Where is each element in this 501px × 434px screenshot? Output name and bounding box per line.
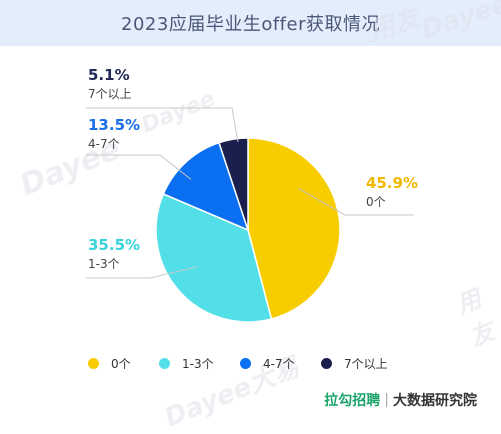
data-label-cat-1: 1-3个 — [88, 257, 120, 271]
brand-logo-text: 拉勾招聘 — [324, 393, 381, 409]
legend-label: 0个 — [111, 357, 131, 371]
footer-separator: | — [384, 392, 389, 408]
data-label-cat-2: 4-7个 — [88, 137, 120, 151]
data-label-pct-2: 13.5% — [88, 116, 140, 134]
legend-label: 1-3个 — [182, 357, 214, 371]
pie-slice-1 — [155, 193, 273, 323]
legend-label: 7个以上 — [344, 357, 388, 371]
legend-item-3: 7个以上 — [321, 355, 388, 372]
pie-slice-0 — [247, 137, 341, 320]
leader-line-1 — [86, 266, 198, 279]
legend-item-1: 1-3个 — [159, 355, 214, 372]
legend-label: 4-7个 — [263, 357, 295, 371]
data-label-pct-1: 35.5% — [88, 236, 140, 254]
chart-header: 2023应届毕业生offer获取情况 — [0, 0, 501, 46]
leader-line-3 — [86, 107, 239, 143]
data-label-cat-3: 7个以上 — [88, 87, 132, 101]
legend-item-2: 4-7个 — [240, 355, 295, 372]
data-label-pct-3: 5.1% — [88, 66, 130, 84]
footer-subtitle: 大数据研究院 — [393, 393, 477, 409]
legend-item-0: 0个 — [88, 355, 131, 372]
leader-line-0 — [298, 188, 414, 216]
chart-legend: 0个 1-3个 4-7个 7个以上 — [88, 355, 428, 375]
data-label-cat-0: 0个 — [366, 195, 386, 209]
data-label-pct-0: 45.9% — [366, 174, 418, 192]
legend-swatch — [240, 358, 251, 369]
pie-slice-2 — [162, 141, 250, 232]
footer-credit: 拉勾招聘 | 大数据研究院 — [324, 390, 477, 410]
chart-title: 2023应届毕业生offer获取情况 — [121, 14, 380, 35]
pie-slice-3 — [218, 137, 249, 231]
legend-swatch — [321, 358, 332, 369]
leader-line-2 — [86, 154, 192, 180]
legend-swatch — [88, 358, 99, 369]
legend-swatch — [159, 358, 170, 369]
